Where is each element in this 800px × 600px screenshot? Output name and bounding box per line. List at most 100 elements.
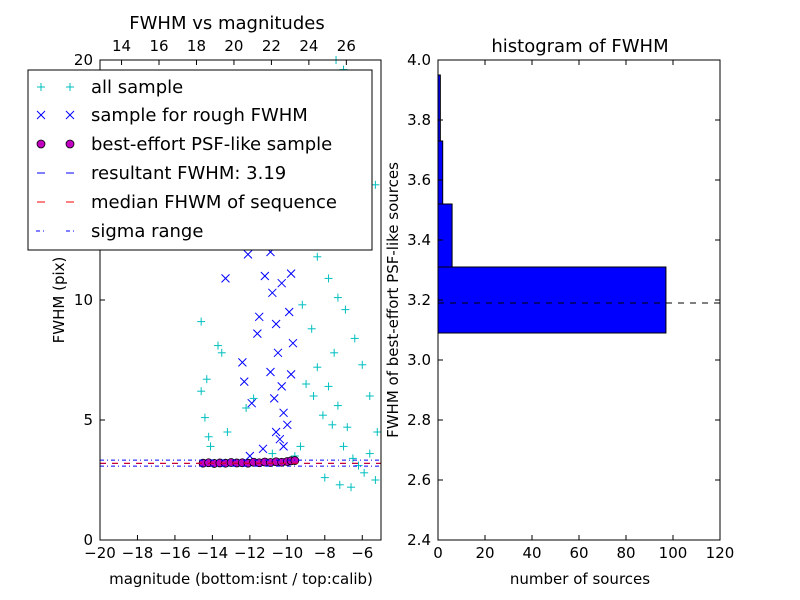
y-tick-label: 2.6 — [407, 471, 431, 489]
rough-fwhm-point — [271, 427, 281, 437]
rough-fwhm-point — [277, 278, 287, 288]
all-sample-point — [333, 401, 342, 410]
all-sample-point — [242, 404, 251, 412]
rough-fwhm-point — [275, 434, 285, 444]
y-tick-label: 20 — [74, 51, 93, 69]
rough-fwhm-point — [221, 274, 230, 283]
x-tick-label: 40 — [522, 544, 541, 562]
x-tick-label: 120 — [706, 544, 735, 562]
scatter-panel: −20−18−16−14−12−10−8−6 05101520 14161820… — [27, 13, 382, 588]
all-sample-point — [371, 180, 380, 189]
rough-fwhm-point — [269, 394, 279, 403]
x-tick-label: −20 — [84, 544, 116, 562]
rough-fwhm-point — [288, 338, 298, 348]
histogram-y-ticks: 2.4 2.6 2.8 3.0 3.2 3.4 3.6 3.8 4.0 — [407, 51, 720, 549]
all-sample-point — [223, 428, 232, 436]
all-sample-point — [206, 442, 215, 451]
all-sample-point — [341, 305, 350, 314]
all-sample-point — [268, 449, 277, 458]
histogram-x-ticks: 0 20 40 60 80 100 120 — [433, 60, 734, 562]
all-sample-point — [373, 428, 382, 436]
x-tick-label: −12 — [234, 544, 266, 562]
all-sample-point — [339, 442, 348, 451]
histogram-bar — [437, 266, 667, 334]
legend-label: resultant FWHM: 3.19 — [91, 163, 286, 184]
y-tick-label: 0 — [83, 531, 93, 549]
top-tick-label: 22 — [262, 37, 281, 55]
all-sample-point — [335, 480, 344, 489]
scatter-top-ticks: 14 16 18 20 22 24 26 — [112, 37, 356, 65]
legend-entry-psf-like: best-effort PSF-like sample — [36, 134, 332, 155]
y-tick-label: 4.0 — [407, 51, 431, 69]
all-sample-point — [309, 392, 318, 400]
all-sample-point — [365, 392, 374, 400]
legend-label: median FHWM of sequence — [91, 192, 337, 213]
all-sample-point — [298, 300, 307, 309]
all-sample-point — [348, 454, 357, 463]
y-tick-label: 2.4 — [407, 531, 431, 549]
legend-marker-x — [36, 110, 75, 120]
scatter-legend: all sample sample for rough FWHM best-ef… — [27, 69, 373, 251]
legend-entry-resultant: resultant FWHM: 3.19 — [37, 163, 286, 184]
legend-marker-circle — [36, 139, 46, 149]
rough-fwhm-point — [279, 442, 288, 451]
x-tick-label: 60 — [569, 544, 588, 562]
all-sample-point — [333, 293, 342, 302]
y-tick-label: 5 — [83, 411, 93, 429]
y-tick-label: 3.8 — [407, 111, 431, 129]
all-sample-point — [350, 334, 359, 343]
all-sample-point — [330, 348, 339, 357]
rough-fwhm-point — [254, 312, 264, 322]
all-sample-point — [307, 324, 316, 333]
all-sample-point — [347, 483, 356, 492]
all-sample-point — [214, 341, 223, 350]
rough-fwhm-point — [273, 348, 283, 358]
scatter-x-label: magnitude (bottom:isnt / top:calib) — [109, 570, 373, 588]
legend-entry-sigma: sigma range — [36, 221, 203, 242]
all-sample-point — [365, 449, 374, 458]
all-sample-point — [358, 360, 367, 369]
x-tick-label: −6 — [351, 544, 373, 562]
rough-fwhm-point — [260, 271, 270, 281]
rough-fwhm-point — [253, 329, 262, 338]
top-tick-label: 26 — [337, 37, 356, 55]
scatter-y-label: FWHM (pix) — [50, 257, 68, 344]
all-sample-point — [217, 348, 226, 357]
all-sample-point — [302, 380, 311, 388]
legend-label: sample for rough FWHM — [91, 105, 308, 126]
histogram-panel: 0 20 40 60 80 100 120 2.4 2.6 2.8 3.0 3.2 3.4 3.6 3.8… — [384, 36, 734, 588]
x-tick-label: −18 — [122, 544, 154, 562]
all-sample-point — [324, 274, 333, 283]
legend-label: all sample — [91, 77, 183, 98]
all-sample-point — [296, 442, 305, 451]
rough-fwhm-point — [271, 319, 281, 329]
top-tick-label: 24 — [299, 37, 318, 55]
rough-fwhm-point — [243, 250, 253, 259]
legend-entry-median: median FHWM of sequence — [37, 192, 337, 213]
top-tick-label: 16 — [149, 37, 168, 55]
histogram-y-label: FWHM of best-effort PSF-like sources — [384, 162, 402, 438]
y-tick-label: 10 — [74, 291, 93, 309]
rough-fwhm-point — [277, 382, 287, 391]
scatter-title: FWHM vs magnitudes — [129, 13, 324, 34]
x-tick-label: −8 — [314, 544, 336, 562]
rough-fwhm-point — [282, 420, 292, 430]
rough-fwhm-point — [239, 377, 249, 386]
x-tick-label: 100 — [659, 544, 688, 562]
all-sample-point — [371, 476, 380, 484]
all-sample-point — [313, 252, 322, 261]
legend-label: sigma range — [91, 221, 203, 242]
all-sample-point — [313, 363, 322, 372]
legend-marker-plus — [37, 83, 74, 91]
scatter-x-ticks: −20 −18 −16 −14 −12 −10 −8 −6 — [84, 535, 373, 562]
all-sample-point — [204, 432, 213, 441]
legend-marker-circle — [65, 139, 75, 149]
rough-fwhm-point — [238, 358, 247, 367]
y-tick-label: 3.4 — [407, 231, 431, 249]
all-sample-point — [202, 375, 211, 384]
rough-fwhm-point — [267, 288, 277, 298]
rough-fwhm-point — [286, 269, 296, 278]
rough-fwhm-point — [284, 307, 294, 317]
all-sample-point — [324, 382, 333, 391]
legend-entry-all-sample: all sample — [37, 77, 183, 98]
